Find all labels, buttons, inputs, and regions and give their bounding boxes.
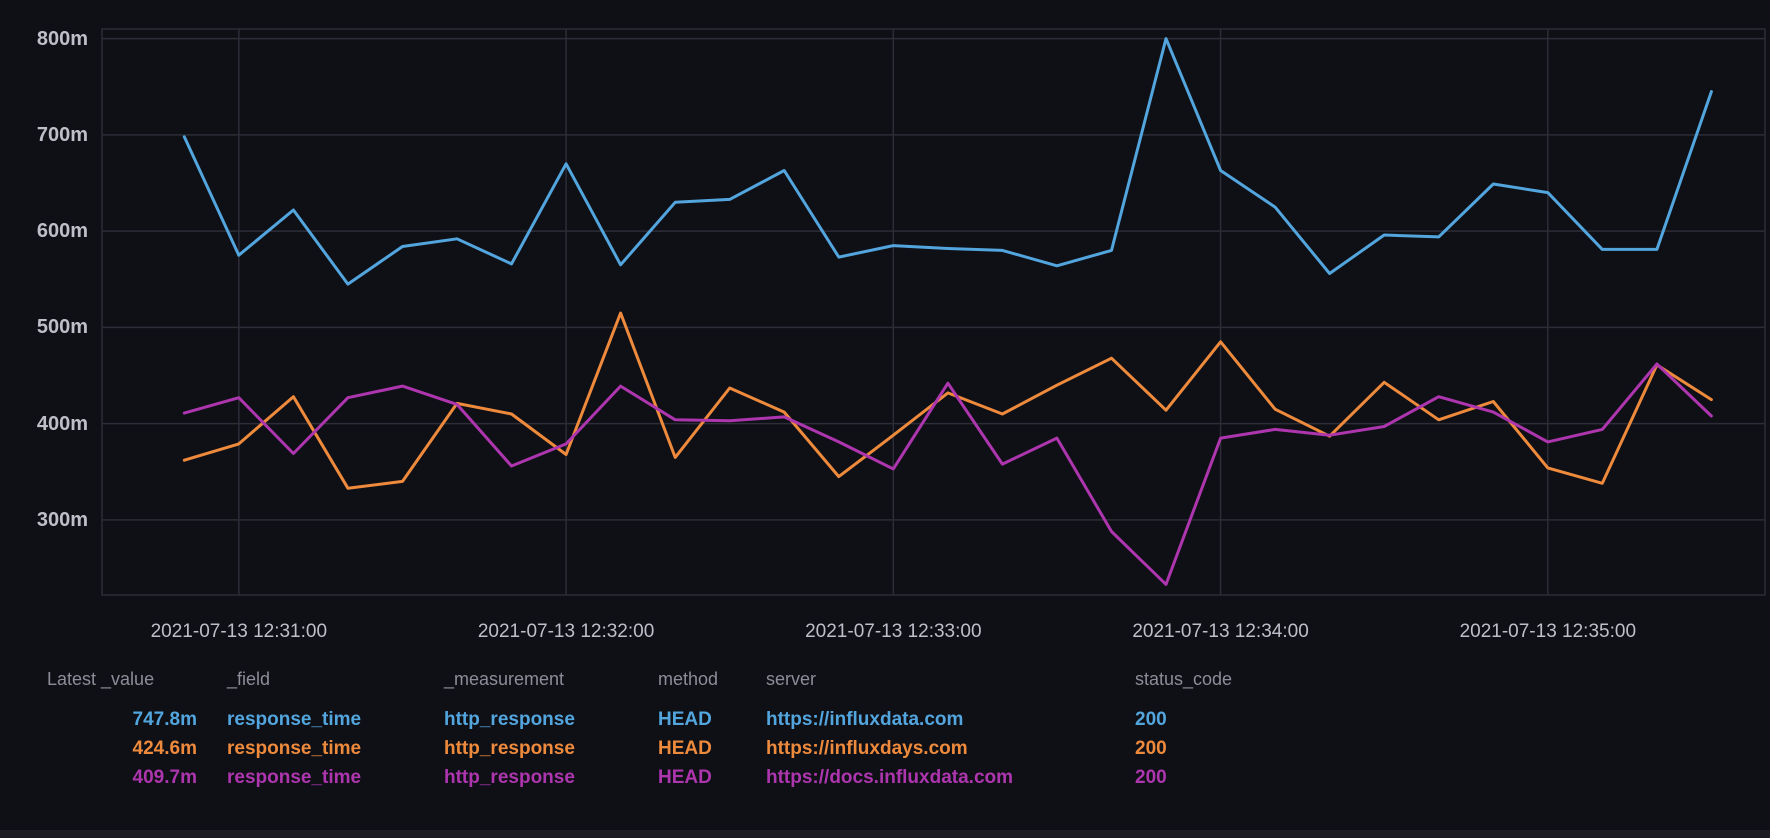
legend-cell-field: response_time	[227, 709, 362, 730]
y-tick-label: 400m	[36, 412, 88, 435]
legend-cell-field: response_time	[227, 767, 362, 788]
legend-header-measurement: _measurement	[444, 669, 565, 689]
legend-cell-measurement: http_response	[444, 709, 575, 730]
plot-border	[101, 28, 1766, 596]
bottom-panel-edge	[0, 830, 1770, 838]
legend-cell-server: https://docs.influxdata.com	[766, 767, 1014, 788]
series-line-https-docs-influxdata-com	[182, 362, 1713, 586]
legend-header-method: method	[658, 669, 719, 689]
x-tick-label: 2021-07-13 12:32:00	[477, 621, 655, 642]
y-tick-label: 700m	[36, 123, 88, 146]
legend-cell-status_code: 200	[1135, 709, 1167, 730]
legend-header-latest: Latest _value	[47, 669, 155, 689]
legend-cell-method: HEAD	[658, 767, 712, 788]
legend-cell-measurement: http_response	[444, 767, 575, 788]
legend-header-status_code: status_code	[1135, 669, 1233, 689]
legend-cell-measurement: http_response	[444, 738, 575, 759]
legend-cell-latest: 424.6m	[132, 738, 197, 759]
series-line-https-influxdata-com	[182, 37, 1713, 286]
y-tick-label: 800m	[36, 27, 88, 50]
legend-header-server: server	[766, 669, 817, 689]
legend-header-field: _field	[227, 669, 271, 689]
legend-cell-server: https://influxdays.com	[766, 738, 968, 759]
y-tick-label: 500m	[36, 316, 88, 339]
legend-cell-method: HEAD	[658, 709, 712, 730]
legend-cell-status_code: 200	[1135, 767, 1167, 788]
legend-cell-latest: 747.8m	[132, 709, 197, 730]
x-tick-label: 2021-07-13 12:31:00	[150, 621, 328, 642]
legend-cell-latest: 409.7m	[132, 767, 197, 788]
legend-cell-field: response_time	[227, 738, 362, 759]
series-line-https-influxdays-com	[182, 311, 1713, 490]
legend-cell-server: https://influxdata.com	[766, 709, 964, 730]
y-tick-label: 600m	[36, 220, 88, 243]
y-tick-label: 300m	[36, 508, 88, 531]
x-tick-label: 2021-07-13 12:33:00	[805, 621, 982, 642]
x-tick-label: 2021-07-13 12:34:00	[1132, 621, 1309, 642]
x-tick-label: 2021-07-13 12:35:00	[1459, 621, 1637, 642]
legend-cell-status_code: 200	[1135, 738, 1167, 759]
legend-cell-method: HEAD	[658, 738, 712, 759]
